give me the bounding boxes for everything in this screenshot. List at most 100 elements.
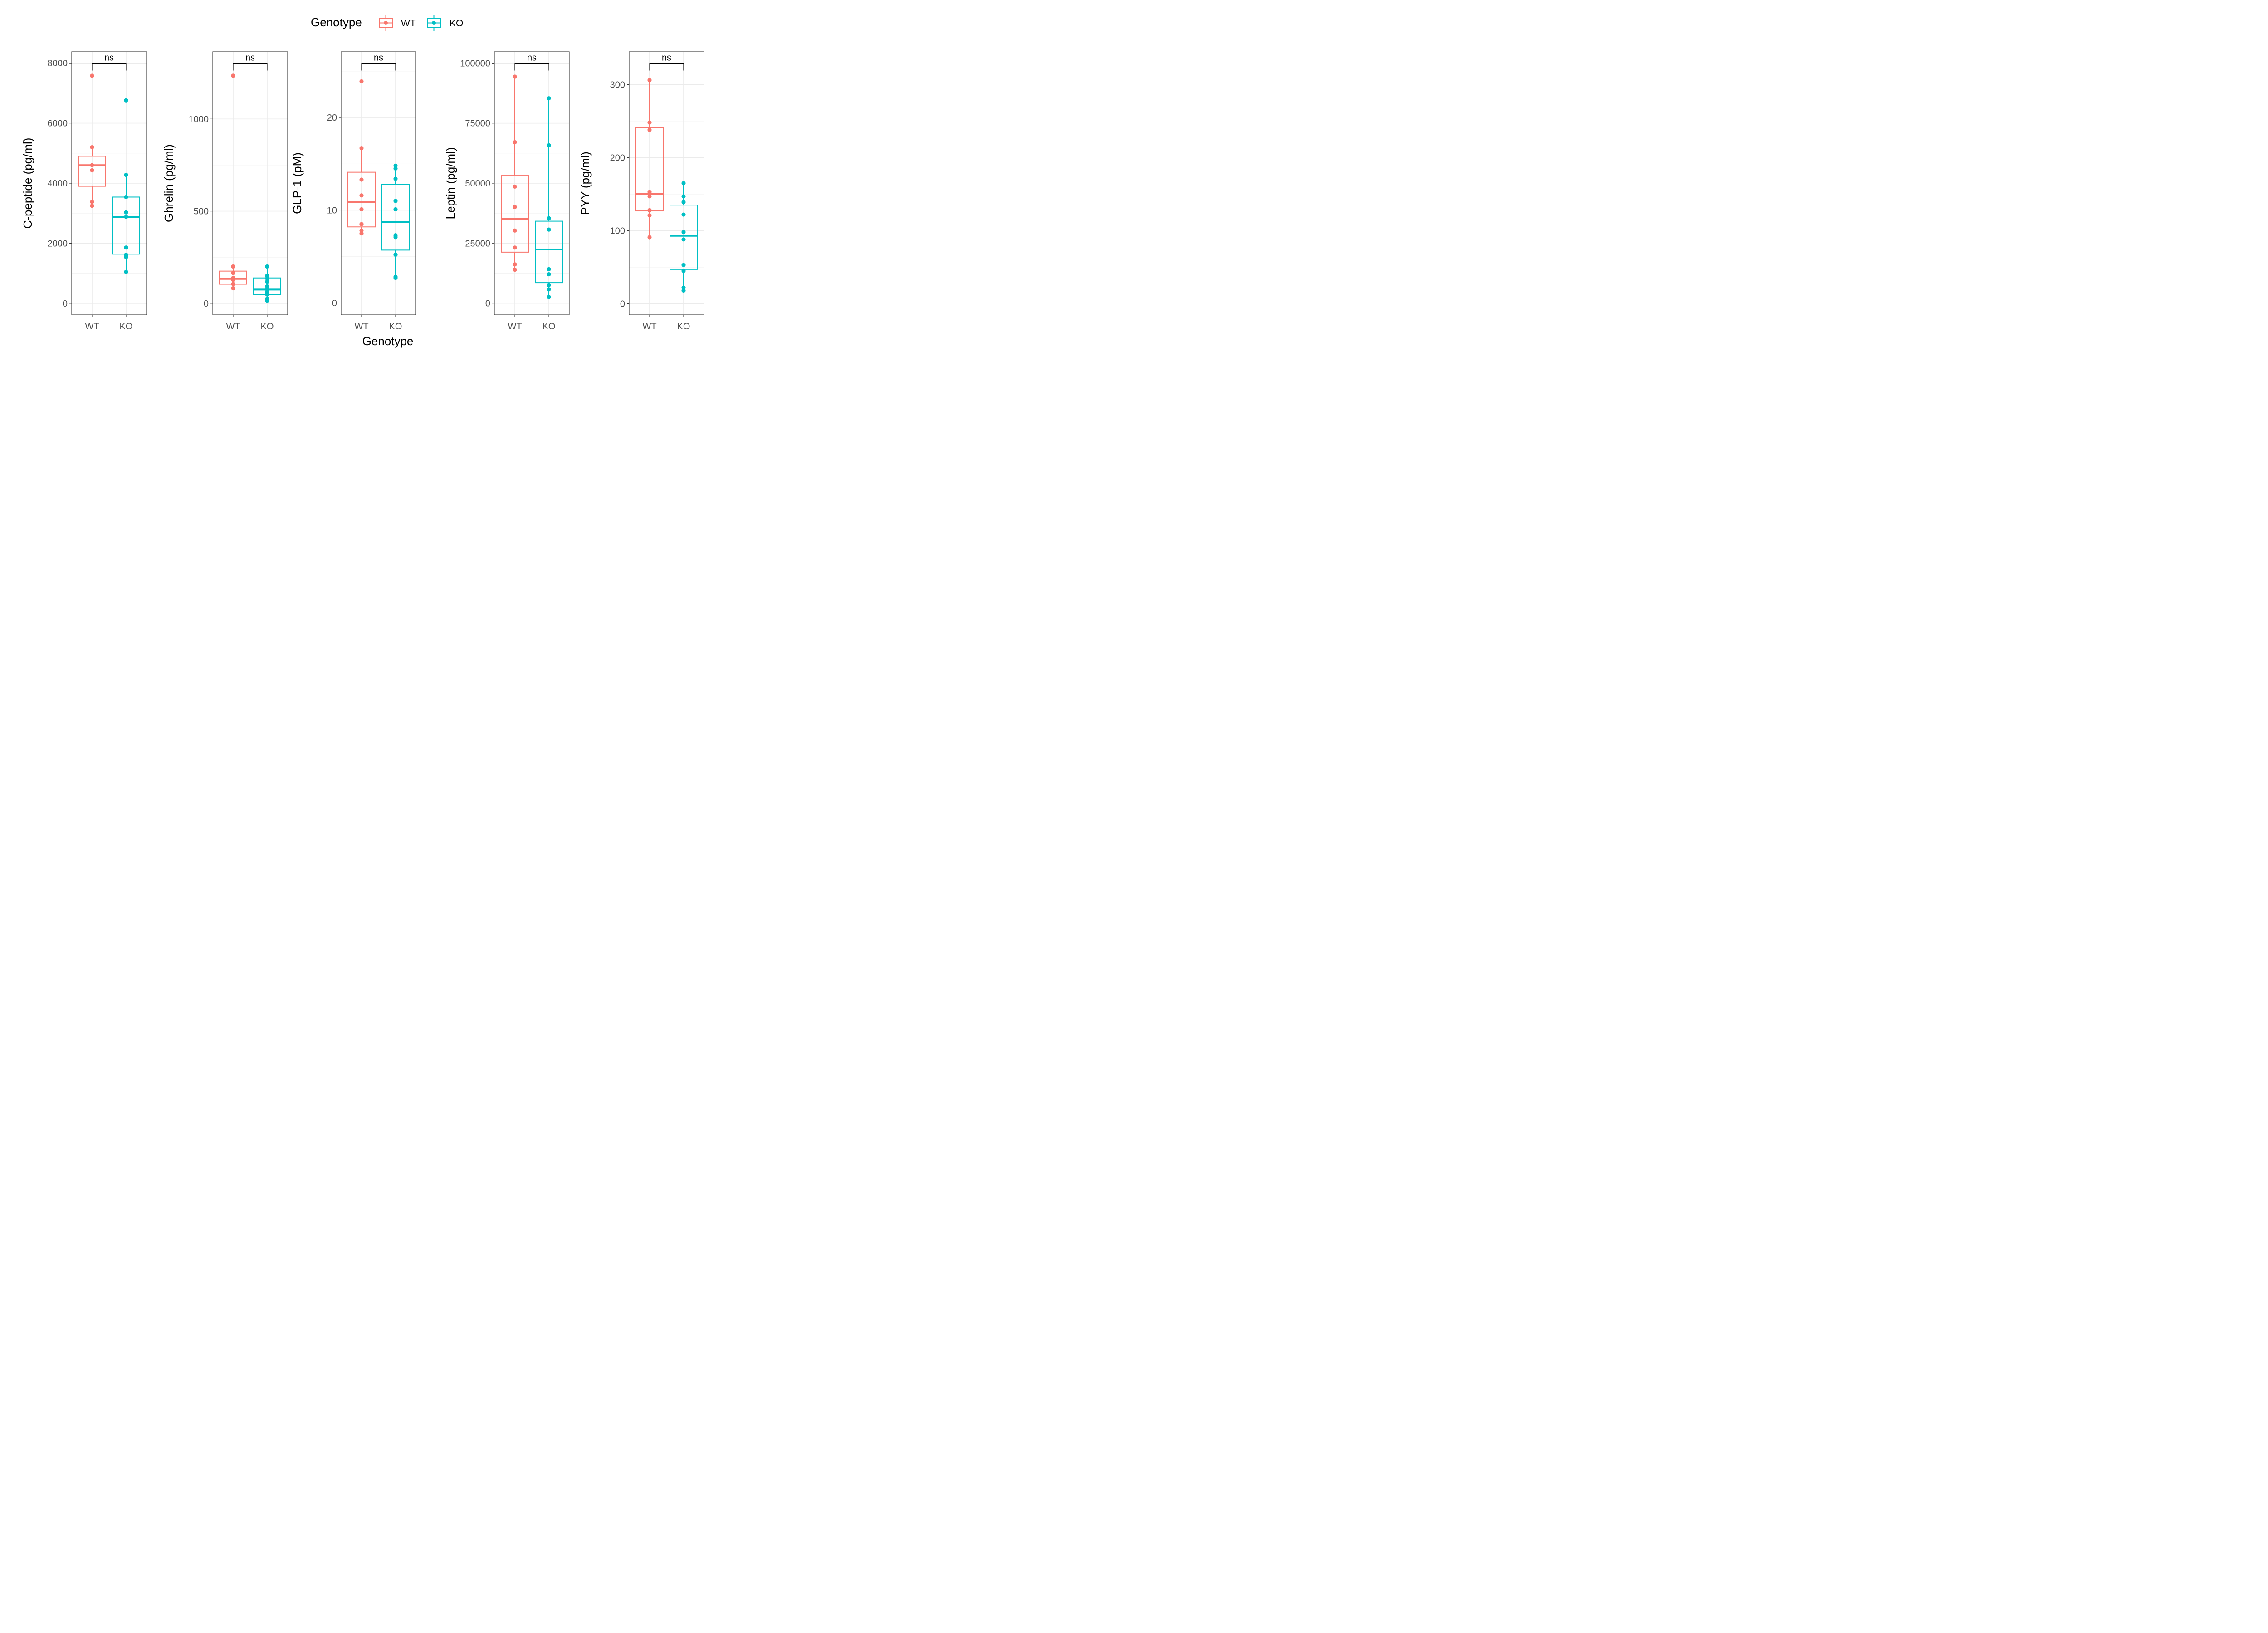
y-tick-label: 8000: [48, 59, 68, 68]
data-point: [124, 98, 128, 103]
significance-label: ns: [104, 53, 114, 63]
y-tick-label: 25000: [465, 239, 490, 249]
box-wt: [500, 74, 529, 272]
data-point: [393, 207, 398, 212]
x-tick-label: WT: [226, 322, 240, 332]
data-point: [231, 286, 235, 291]
data-point: [681, 269, 686, 273]
y-tick-label: 10: [327, 205, 337, 215]
data-point: [265, 292, 269, 297]
data-point: [124, 210, 128, 215]
data-point: [647, 120, 652, 125]
y-tick-label: 75000: [465, 119, 490, 129]
box-wt: [78, 73, 106, 208]
data-point: [547, 272, 551, 277]
panel-glp1: ns 0 10 20 WT KO GLP-1 (pM): [290, 51, 416, 332]
x-tick-label: KO: [389, 322, 402, 332]
data-point: [547, 227, 551, 232]
panel-border: [212, 51, 288, 315]
y-tick-label: 0: [332, 298, 337, 308]
panel-border: [341, 51, 416, 315]
legend-key-wt: [379, 15, 393, 31]
x-tick-label: KO: [543, 322, 556, 332]
data-point: [393, 166, 398, 171]
data-point: [265, 264, 269, 269]
data-point: [393, 252, 398, 257]
significance-bracket: [514, 63, 549, 71]
data-point: [513, 267, 517, 272]
legend: Genotype WT KO: [311, 15, 463, 31]
data-point: [265, 284, 269, 289]
data-point: [647, 235, 652, 240]
significance-bracket: [649, 63, 684, 71]
y-tick-label: 0: [204, 299, 209, 309]
panel-cpeptide: ns 0 2000 4000 6000 8000 WT KO C-peptide (pg/ml): [21, 51, 147, 332]
legend-key-ko: [427, 15, 441, 31]
data-point: [547, 295, 551, 299]
y-tick-label: 0: [620, 299, 625, 309]
data-point: [513, 205, 517, 209]
data-point: [513, 245, 517, 250]
x-tick-label: WT: [85, 322, 99, 332]
data-point: [124, 172, 128, 177]
x-axis-title: Genotype: [362, 334, 414, 348]
data-point: [647, 213, 652, 218]
legend-key-point: [432, 21, 436, 25]
y-axis-title: Leptin (pg/ml): [444, 147, 457, 220]
box-iqr: [500, 175, 529, 253]
data-point: [90, 200, 94, 204]
data-point: [90, 163, 94, 167]
y-tick-label: 4000: [48, 179, 68, 189]
data-point: [359, 193, 364, 198]
box-iqr: [635, 127, 664, 212]
data-point: [231, 73, 235, 78]
data-point: [681, 212, 686, 217]
data-point: [359, 207, 364, 212]
y-tick-label: 2000: [48, 239, 68, 249]
data-point: [90, 145, 94, 150]
significance-label: ns: [662, 53, 671, 63]
data-point: [90, 204, 94, 208]
x-tick-label: WT: [508, 322, 522, 332]
data-point: [513, 140, 517, 145]
box-ko: [112, 98, 141, 274]
data-point: [265, 276, 269, 281]
data-point: [231, 278, 235, 282]
box-wt: [219, 73, 247, 291]
box-ko: [253, 264, 282, 303]
data-point: [393, 276, 398, 280]
data-point: [265, 298, 269, 303]
data-point: [681, 230, 686, 235]
significance-label: ns: [527, 53, 537, 63]
data-point: [681, 237, 686, 242]
significance-label: ns: [374, 53, 383, 63]
data-point: [547, 143, 551, 147]
legend-key-point: [384, 21, 388, 25]
box-iqr: [347, 171, 376, 228]
data-point: [359, 231, 364, 236]
data-point: [393, 235, 398, 240]
y-tick-label: 500: [194, 207, 209, 217]
panel-border: [629, 51, 704, 315]
y-axis-title: Ghrelin (pg/ml): [162, 144, 176, 222]
x-tick-label: WT: [354, 322, 368, 332]
significance-label: ns: [245, 53, 255, 63]
data-point: [124, 255, 128, 259]
data-point: [513, 184, 517, 189]
box-wt: [347, 79, 376, 236]
data-point: [393, 176, 398, 181]
y-tick-label: 100: [610, 226, 625, 236]
legend-label-wt: WT: [401, 18, 416, 29]
data-point: [547, 216, 551, 220]
box-ko: [535, 96, 563, 299]
x-tick-label: KO: [677, 322, 690, 332]
data-point: [359, 146, 364, 151]
data-point: [547, 96, 551, 101]
data-point: [513, 228, 517, 233]
data-point: [647, 78, 652, 83]
data-point: [124, 195, 128, 200]
data-point: [547, 267, 551, 272]
panel-ghrelin: ns 0 500 1000 WT KO Ghrelin (pg/ml): [162, 51, 288, 332]
